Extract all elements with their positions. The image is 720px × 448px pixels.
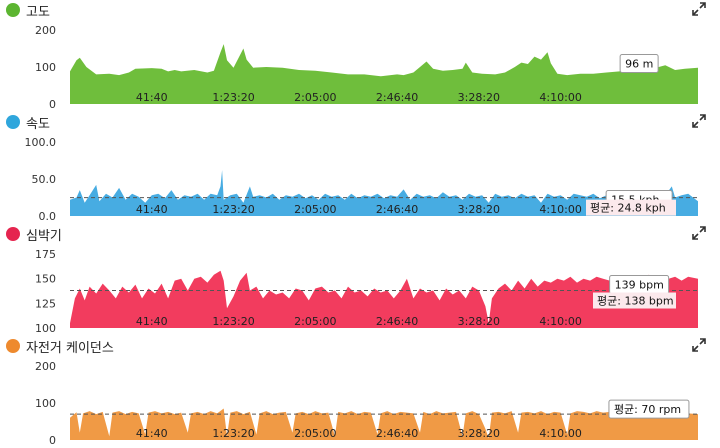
x-tick-label: 2:05:00 (294, 427, 336, 440)
expand-icon[interactable] (692, 114, 706, 128)
x-tick-label: 2:46:40 (376, 203, 418, 216)
altitude-chart: 200 100 0 41:40 1:23:20 2:05:00 2:46:40 3:28:20… (35, 24, 698, 111)
tooltip-text: 평균: 70 rpm (614, 403, 681, 416)
y-tick-label: 50.0 (32, 173, 57, 186)
x-tick-label: 4:10:00 (539, 91, 581, 104)
y-tick-label: 100.0 (25, 136, 57, 149)
x-tick-label: 4:10:00 (539, 427, 581, 440)
x-tick-label: 2:05:00 (294, 203, 336, 216)
x-tick-label: 1:23:20 (212, 427, 254, 440)
x-tick-label: 3:28:20 (458, 427, 500, 440)
heartrate-title: 심박기 (26, 228, 62, 244)
y-tick-label: 150 (35, 273, 56, 286)
average-label-text: 평균: 138 bpm (597, 295, 674, 308)
altitude-legend-dot (6, 3, 20, 17)
heartrate-panel: 심박기 175 150 125 100 41:40 1:23:20 2:05:00 2:46:… (0, 224, 720, 335)
cadence-legend-dot (6, 339, 20, 353)
x-tick-label: 1:23:20 (212, 315, 254, 328)
cadence-chart: 200 100 0 41:40 1:23:20 2:05:00 2:46:40 3:28:20… (35, 360, 698, 447)
altitude-panel: 고도 200 100 0 41:40 1:23:20 2:05:00 2:46:40 3:28… (0, 0, 720, 111)
heartrate-chart: 175 150 125 100 41:40 1:23:20 2:05:00 2:46:40 3:… (35, 248, 698, 335)
y-tick-label: 200 (35, 360, 56, 373)
x-tick-label: 2:46:40 (376, 427, 418, 440)
y-tick-label: 100 (35, 61, 56, 74)
expand-icon[interactable] (692, 226, 706, 240)
x-tick-label: 4:10:00 (539, 203, 581, 216)
tooltip-text: 96 m (625, 57, 653, 70)
speed-chart: 100.0 50.0 0.0 41:40 1:23:20 2:05:00 2:46:40 3:… (25, 136, 698, 223)
value-tooltip: 평균: 70 rpm (608, 399, 690, 419)
x-tick-label: 4:10:00 (539, 315, 581, 328)
cadence-panel: 자전거 케이던스 200 100 0 41:40 1:23:20 2:05:00 2:46:… (0, 336, 720, 448)
y-tick-label: 0 (49, 434, 56, 447)
average-label: 평균: 138 bpm (593, 292, 676, 309)
cadence-area (70, 408, 698, 440)
speed-title: 속도 (26, 116, 50, 132)
y-tick-label: 125 (35, 297, 56, 310)
x-tick-label: 41:40 (136, 315, 168, 328)
speed-panel: 속도 100.0 50.0 0.0 41:40 1:23:20 2:05:00 2:46:4… (0, 112, 720, 223)
speed-area (70, 170, 698, 216)
speed-header: 속도 (6, 112, 50, 132)
altitude-area (70, 44, 698, 104)
x-tick-label: 2:46:40 (376, 315, 418, 328)
y-tick-label: 100 (35, 322, 56, 335)
value-tooltip: 139 bpm (609, 275, 670, 295)
heartrate-header: 심박기 (6, 224, 62, 244)
x-tick-label: 1:23:20 (212, 91, 254, 104)
x-tick-label: 41:40 (136, 427, 168, 440)
x-tick-label: 1:23:20 (212, 203, 254, 216)
heartrate-legend-dot (6, 227, 20, 241)
y-tick-label: 100 (35, 397, 56, 410)
tooltip-text: 139 bpm (615, 279, 664, 292)
x-tick-label: 3:28:20 (458, 91, 500, 104)
cadence-title: 자전거 케이던스 (26, 340, 114, 356)
y-tick-label: 175 (35, 248, 56, 261)
heartrate-area (70, 270, 698, 328)
x-tick-label: 2:05:00 (294, 315, 336, 328)
speed-legend-dot (6, 115, 20, 129)
y-tick-label: 0 (49, 98, 56, 111)
cadence-header: 자전거 케이던스 (6, 336, 114, 356)
x-tick-label: 41:40 (136, 91, 168, 104)
expand-icon[interactable] (692, 338, 706, 352)
average-label: 평균: 24.8 kph (586, 199, 676, 216)
expand-icon[interactable] (692, 2, 706, 16)
x-tick-label: 3:28:20 (458, 203, 500, 216)
value-tooltip: 96 m (619, 53, 659, 73)
y-tick-label: 0.0 (39, 210, 57, 223)
x-tick-label: 41:40 (136, 203, 168, 216)
x-tick-label: 3:28:20 (458, 315, 500, 328)
altitude-header: 고도 (6, 0, 50, 20)
altitude-title: 고도 (26, 4, 50, 20)
y-tick-label: 200 (35, 24, 56, 37)
x-tick-label: 2:46:40 (376, 91, 418, 104)
average-label-text: 평균: 24.8 kph (590, 202, 666, 215)
x-tick-label: 2:05:00 (294, 91, 336, 104)
